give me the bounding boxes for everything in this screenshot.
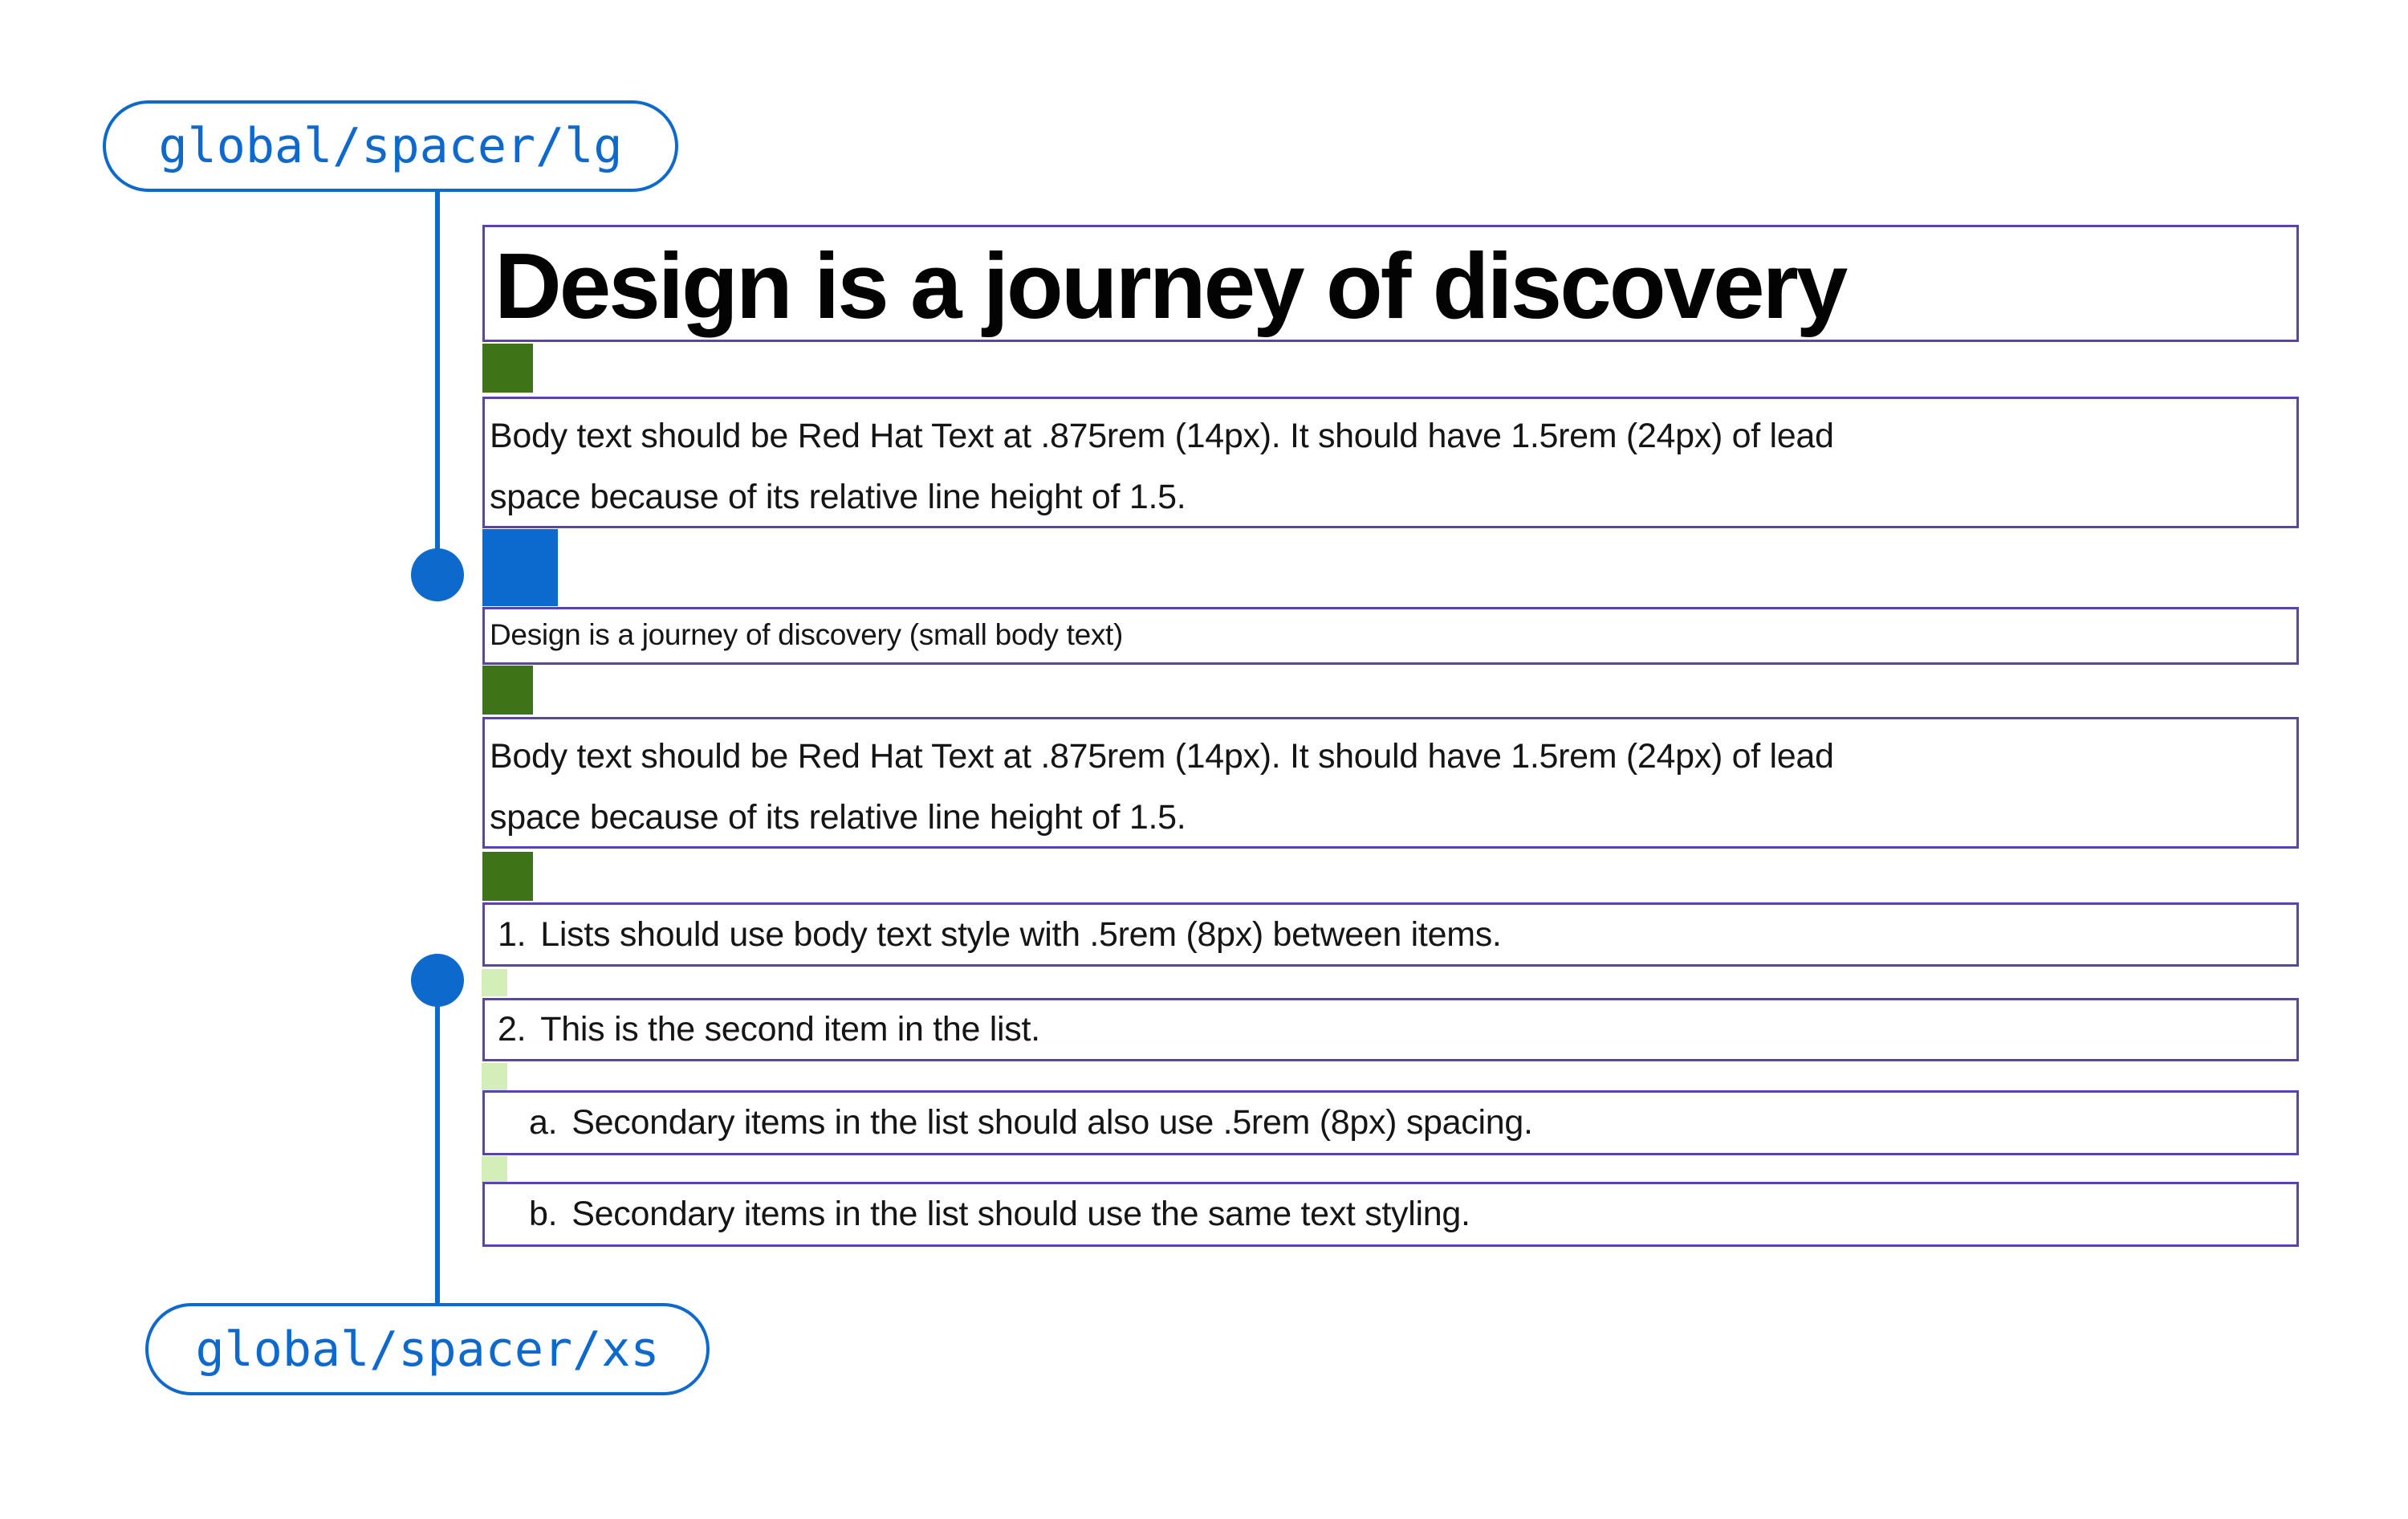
pale-green-xs-spacer-swatch-3 <box>482 1156 507 1183</box>
green-spacer-swatch-3 <box>482 852 533 901</box>
connector-line-lg <box>435 190 440 550</box>
list-item-box-a: a. Secondary items in the list should al… <box>482 1090 2299 1155</box>
token-pill-xs: global/spacer/xs <box>145 1303 710 1395</box>
heading-text: Design is a journey of discovery <box>494 234 1848 338</box>
green-spacer-swatch-2 <box>482 666 533 715</box>
body-text-line-2: space because of its relative line heigh… <box>490 478 1186 516</box>
pale-green-xs-spacer-swatch-2 <box>482 1063 507 1090</box>
token-pill-lg-label: global/spacer/lg <box>158 118 623 174</box>
token-pill-xs-label: global/spacer/xs <box>195 1321 660 1378</box>
body-text-line-1: Body text should be Red Hat Text at .875… <box>490 737 1834 776</box>
list-text: Lists should use body text style with .5… <box>540 914 1502 954</box>
list-marker: 1. <box>498 914 527 954</box>
list-item-box-b: b. Secondary items in the list should us… <box>482 1182 2299 1247</box>
body-text-box-1: Body text should be Red Hat Text at .875… <box>482 397 2299 528</box>
body-text-line-2: space because of its relative line heigh… <box>490 798 1186 837</box>
connector-line-xs <box>435 1005 440 1305</box>
connector-dot-xs <box>411 954 464 1007</box>
blue-lg-spacer-swatch <box>482 529 558 606</box>
green-spacer-swatch-1 <box>482 344 533 393</box>
list-text: Secondary items in the list should use t… <box>571 1195 1470 1233</box>
list-text: This is the second item in the list. <box>540 1010 1040 1049</box>
heading-box: Design is a journey of discovery <box>482 225 2299 342</box>
list-text: Secondary items in the list should also … <box>571 1103 1533 1142</box>
list-marker: b. <box>529 1195 558 1233</box>
list-marker: 2. <box>498 1010 527 1049</box>
connector-dot-lg <box>411 548 464 601</box>
body-text-line-1: Body text should be Red Hat Text at .875… <box>490 417 1834 455</box>
body-text-box-2: Body text should be Red Hat Text at .875… <box>482 717 2299 849</box>
pale-green-xs-spacer-swatch-1 <box>482 969 507 996</box>
list-item-box-2: 2. This is the second item in the list. <box>482 998 2299 1061</box>
small-body-box: Design is a journey of discovery (small … <box>482 607 2299 665</box>
list-item-box-1: 1. Lists should use body text style with… <box>482 902 2299 967</box>
token-pill-lg: global/spacer/lg <box>103 100 678 192</box>
small-body-text: Design is a journey of discovery (small … <box>490 618 1124 651</box>
list-marker: a. <box>529 1103 558 1142</box>
